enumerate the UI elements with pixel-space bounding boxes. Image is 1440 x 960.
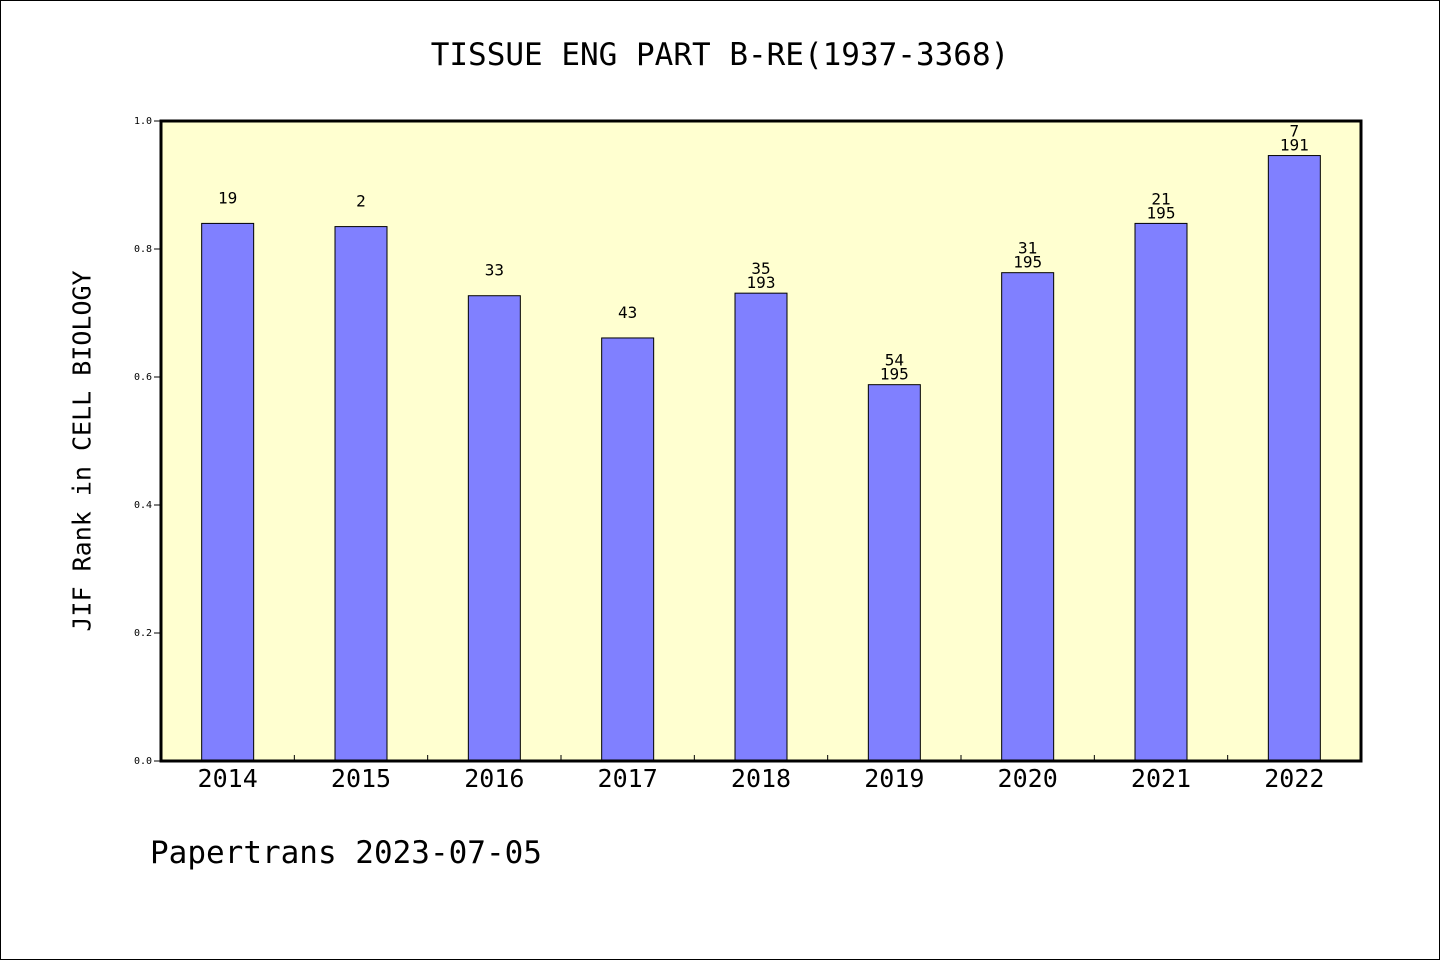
y-tick-label: 0.2: [134, 628, 152, 639]
bar: [867, 384, 921, 762]
bar-rank-label: 7: [1290, 122, 1300, 141]
bar-total-label: 193: [747, 273, 776, 292]
bar: [467, 295, 521, 762]
bar-total-label: 191: [1280, 136, 1309, 155]
bar-rank-label: 21: [1151, 189, 1170, 208]
x-tick-label: 2015: [331, 764, 391, 793]
bar: [1267, 155, 1321, 762]
y-tick-label: 0.0: [134, 756, 152, 767]
bar: [334, 226, 388, 762]
y-tick-label: 0.6: [134, 372, 152, 383]
x-tick-label: 2016: [464, 764, 524, 793]
x-tick-label: 2020: [998, 764, 1058, 793]
chart-title: TISSUE ENG PART B-RE(1937-3368): [430, 37, 1010, 73]
bar-rank-label: 35: [751, 259, 770, 278]
bar: [734, 292, 788, 762]
bar-rank-label: 54: [885, 351, 904, 370]
bar-rank-label: 33: [485, 261, 504, 280]
x-tick-label: 2019: [864, 764, 924, 793]
plot-frame: [159, 119, 1363, 763]
x-tick-label: 2021: [1131, 764, 1191, 793]
bar-total-label: 195: [1013, 253, 1042, 272]
x-tick-label: 2022: [1264, 764, 1324, 793]
bar-total-label: 195: [880, 365, 909, 384]
x-tick-label: 2018: [731, 764, 791, 793]
bar-total-label: 195: [1147, 203, 1176, 222]
x-tick-label: 2014: [198, 764, 258, 793]
bar-rank-label: 19: [218, 188, 237, 207]
bar-rank-label: 2: [356, 192, 366, 211]
bar: [201, 222, 255, 762]
y-tick-label: 1.0: [134, 116, 152, 127]
y-tick-label: 0.4: [134, 500, 152, 511]
bar: [1001, 272, 1055, 762]
y-tick-label: 0.8: [134, 244, 152, 255]
bar-rank-label: 31: [1018, 239, 1037, 258]
bar: [1134, 222, 1188, 762]
bar-rank-label: 43: [618, 303, 637, 322]
x-tick-label: 2017: [598, 764, 658, 793]
footer-credit: Papertrans 2023-07-05: [150, 835, 542, 871]
bar: [601, 337, 655, 762]
